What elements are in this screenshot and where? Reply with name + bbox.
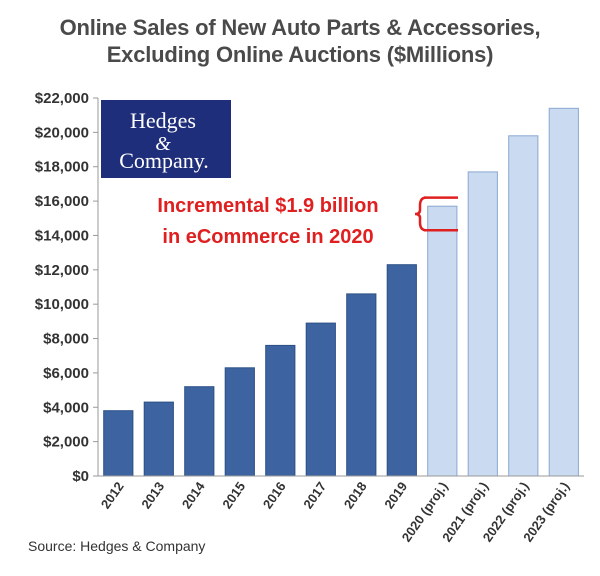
bars-group <box>103 107 579 477</box>
bar-2015 <box>224 367 255 477</box>
x-tick-label: 2014 <box>179 478 208 511</box>
y-tick-label: $6,000 <box>43 365 89 382</box>
bar-2019 <box>386 264 417 477</box>
annotation-line1: Incremental $1.9 billion <box>157 195 378 217</box>
chart-title: Online Sales of New Auto Parts & Accesso… <box>0 14 600 68</box>
x-tick-label: 2012 <box>98 479 127 511</box>
bar-2014 <box>184 386 215 477</box>
x-tick-label: 2017 <box>300 479 329 511</box>
hedges-company-logo: Hedges & Company. <box>101 100 231 178</box>
bar-2023-proj <box>548 107 579 477</box>
annotation-bracket <box>414 196 458 232</box>
y-tick-label: $20,000 <box>35 124 89 141</box>
bar-2018 <box>346 293 377 477</box>
x-tick-label: 2018 <box>341 479 370 511</box>
logo-text-line1: Hedges <box>130 108 196 133</box>
x-tick-label: 2015 <box>219 479 248 511</box>
y-tick-label: $4,000 <box>43 399 89 416</box>
bar-2017 <box>305 322 336 477</box>
logo-text-line2: Company. <box>119 148 209 173</box>
x-tick-label: 2016 <box>260 479 289 511</box>
bar-2022-proj <box>508 135 539 477</box>
y-tick-label: $10,000 <box>35 296 89 313</box>
y-tick-label: $2,000 <box>43 434 89 451</box>
y-tick-label: $14,000 <box>35 227 89 244</box>
chart-title-line2: Excluding Online Auctions ($Millions) <box>106 42 494 67</box>
x-tick-label: 2019 <box>381 479 410 511</box>
bar-2016 <box>265 344 296 477</box>
y-tick-label: $12,000 <box>35 262 89 279</box>
bar-2013 <box>143 401 174 477</box>
y-tick-label: $16,000 <box>35 193 89 210</box>
logo-background <box>101 100 231 178</box>
y-tick-label: $18,000 <box>35 159 89 176</box>
bar-2021-proj <box>467 171 498 477</box>
y-tick-label: $22,000 <box>35 90 89 107</box>
y-tick-label: $8,000 <box>43 331 89 348</box>
chart-title-line1: Online Sales of New Auto Parts & Accesso… <box>59 15 541 40</box>
bracket-curly <box>414 196 427 232</box>
x-tick-label: 2013 <box>138 479 167 511</box>
bar-2012 <box>103 410 134 477</box>
y-tick-label: $0 <box>72 468 89 485</box>
logo-ampersand: & <box>155 133 171 155</box>
source-note: Source: Hedges & Company <box>28 538 206 554</box>
annotation: Incremental $1.9 billion in eCommerce in… <box>157 195 458 248</box>
bar-2020-proj <box>427 205 458 477</box>
y-axis: $0 $2,000 $4,000 $6,000 $8,000 $10,000 $12,000… <box>35 90 99 485</box>
annotation-line2: in eCommerce in 2020 <box>162 226 373 248</box>
